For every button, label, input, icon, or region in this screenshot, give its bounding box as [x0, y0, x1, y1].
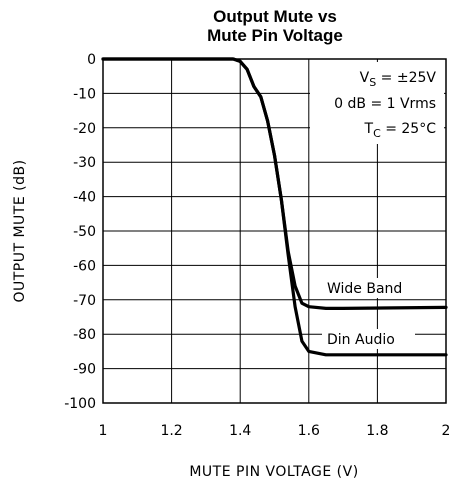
y-tick-label: -70	[73, 293, 96, 309]
chart-title-line2: Mute Pin Voltage	[207, 26, 343, 45]
x-tick-label: 1.8	[366, 423, 388, 439]
plot-frame	[102, 58, 447, 404]
x-axis-label: MUTE PIN VOLTAGE (V)	[189, 464, 358, 480]
x-tick-label: 1.2	[160, 423, 182, 439]
annotation-box	[310, 62, 444, 144]
x-tick-label: 1	[99, 423, 108, 439]
y-tick-label: -80	[73, 327, 96, 343]
y-tick-label: -30	[73, 155, 96, 171]
wide-band-label-bg	[322, 278, 422, 298]
y-tick-label: -40	[73, 190, 96, 206]
din-audio-label-bg	[322, 329, 415, 349]
y-tick-label: -60	[73, 258, 96, 274]
series-label-wide-band: Wide Band	[327, 281, 402, 297]
series-layer	[101, 57, 448, 357]
y-tick-label: -10	[73, 86, 96, 102]
chart-title-line1: Output Mute vs	[213, 7, 337, 26]
series-label-din-audio: Din Audio	[327, 332, 395, 348]
x-tick-label: 2	[442, 423, 451, 439]
x-tick-labels: 1 1.2 1.4 1.6 1.8 2	[99, 423, 451, 439]
y-tick-label: -50	[73, 224, 96, 240]
tc-annotation: TC = 25°C	[364, 121, 437, 140]
vs-annotation: VS = ±25V	[360, 70, 437, 89]
y-tick-labels: 0 -10 -20 -30 -40 -50 -60 -70 -80 -90 -100	[64, 52, 96, 412]
y-tick-label: 0	[87, 52, 96, 68]
y-axis-label: OUTPUT MUTE (dB)	[12, 159, 28, 302]
y-tick-label: -20	[73, 121, 96, 137]
x-tick-label: 1.6	[298, 423, 320, 439]
series-line-din-audio	[101, 57, 448, 357]
db-reference-annotation: 0 dB = 1 Vrms	[334, 96, 436, 112]
y-tick-label: -100	[64, 396, 96, 412]
x-tick-label: 1.4	[229, 423, 251, 439]
y-tick-label: -90	[73, 362, 96, 378]
